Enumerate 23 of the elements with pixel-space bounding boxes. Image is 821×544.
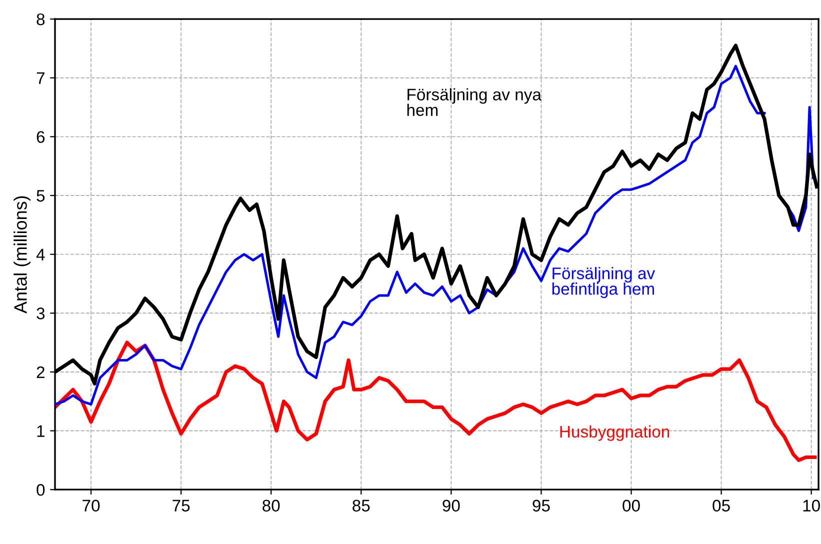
- y-tick-label: 5: [36, 190, 45, 202]
- x-tick-label: 10: [803, 500, 820, 512]
- line-series: [55, 340, 817, 462]
- x-tick-label: 80: [262, 500, 280, 512]
- y-axis-title: Antal (millions): [14, 196, 30, 314]
- text: Försäljning av nya hem: [407, 88, 542, 116]
- y-tick-label: 7: [36, 72, 44, 84]
- x-tick-label: 05: [712, 500, 730, 512]
- x-tick-label: 85: [352, 500, 370, 512]
- x-tick-label: 00: [622, 500, 640, 512]
- y-tick-label: 2: [36, 366, 44, 378]
- y-tick-label: 3: [36, 308, 45, 320]
- y-tick-label: 0: [36, 484, 45, 496]
- series-label: Husbyggnation: [560, 425, 670, 441]
- series-label: Försäljning av befintliga hem: [552, 267, 655, 298]
- x-tick-label: 90: [442, 500, 460, 512]
- y-tick-label: 4: [36, 248, 45, 260]
- y-tick-label: 1: [37, 425, 44, 437]
- x-tick-label: 70: [82, 500, 100, 512]
- x-tick-label: 75: [172, 500, 190, 512]
- y-tick-label: 6: [36, 131, 45, 143]
- x-tick-label: 95: [532, 500, 550, 512]
- y-tick-label: 8: [36, 13, 45, 26]
